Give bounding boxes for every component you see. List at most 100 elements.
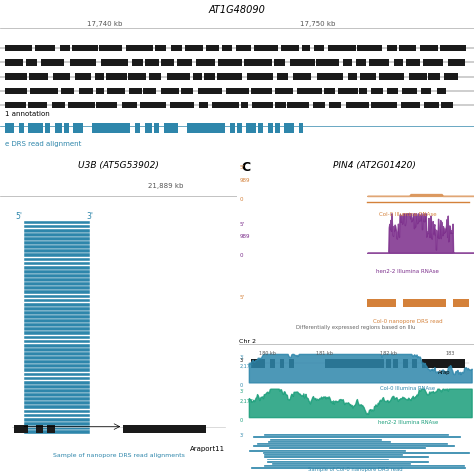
FancyBboxPatch shape	[92, 123, 130, 133]
FancyBboxPatch shape	[24, 319, 90, 323]
Text: 2,177: 2,177	[239, 364, 254, 369]
FancyBboxPatch shape	[24, 430, 90, 434]
FancyBboxPatch shape	[5, 73, 27, 80]
FancyBboxPatch shape	[394, 59, 403, 65]
FancyBboxPatch shape	[24, 278, 90, 282]
FancyBboxPatch shape	[24, 352, 90, 356]
FancyBboxPatch shape	[289, 359, 294, 368]
Text: 0: 0	[239, 418, 243, 423]
FancyBboxPatch shape	[393, 359, 398, 368]
FancyBboxPatch shape	[253, 445, 455, 447]
FancyBboxPatch shape	[35, 45, 55, 51]
FancyBboxPatch shape	[204, 73, 215, 80]
FancyBboxPatch shape	[301, 45, 310, 51]
FancyBboxPatch shape	[55, 123, 62, 133]
FancyBboxPatch shape	[346, 102, 369, 108]
FancyBboxPatch shape	[441, 102, 454, 108]
Text: PIN4 (AT2G01420): PIN4 (AT2G01420)	[333, 161, 416, 170]
FancyBboxPatch shape	[268, 123, 273, 133]
FancyBboxPatch shape	[264, 434, 449, 436]
FancyBboxPatch shape	[24, 249, 90, 253]
FancyBboxPatch shape	[212, 102, 239, 108]
FancyBboxPatch shape	[24, 291, 90, 294]
FancyBboxPatch shape	[24, 414, 90, 418]
FancyBboxPatch shape	[107, 88, 125, 94]
FancyBboxPatch shape	[140, 102, 166, 108]
Text: 989: 989	[239, 235, 250, 239]
FancyBboxPatch shape	[64, 123, 69, 133]
FancyBboxPatch shape	[29, 73, 48, 80]
Text: Differentially expressed regions based on Illu: Differentially expressed regions based o…	[296, 326, 415, 330]
FancyBboxPatch shape	[95, 73, 104, 80]
FancyBboxPatch shape	[277, 73, 288, 80]
FancyBboxPatch shape	[24, 270, 90, 273]
FancyBboxPatch shape	[53, 73, 70, 80]
FancyBboxPatch shape	[251, 467, 466, 469]
FancyBboxPatch shape	[399, 45, 416, 51]
FancyBboxPatch shape	[258, 123, 263, 133]
Text: 3': 3'	[239, 358, 244, 363]
Text: 3': 3'	[87, 212, 93, 221]
FancyBboxPatch shape	[24, 344, 90, 347]
FancyBboxPatch shape	[24, 328, 90, 331]
FancyBboxPatch shape	[218, 73, 242, 80]
FancyBboxPatch shape	[24, 331, 90, 335]
FancyBboxPatch shape	[24, 368, 90, 372]
Text: 989: 989	[239, 178, 250, 182]
FancyBboxPatch shape	[177, 59, 191, 65]
FancyBboxPatch shape	[421, 88, 431, 94]
FancyBboxPatch shape	[230, 123, 235, 133]
Text: e DRS read alignment: e DRS read alignment	[5, 141, 81, 147]
FancyBboxPatch shape	[96, 88, 104, 94]
FancyBboxPatch shape	[14, 425, 28, 433]
Text: 5': 5'	[239, 222, 245, 227]
FancyBboxPatch shape	[161, 88, 179, 94]
FancyBboxPatch shape	[356, 59, 366, 65]
FancyBboxPatch shape	[267, 461, 429, 463]
Text: 2,177: 2,177	[239, 399, 254, 404]
FancyBboxPatch shape	[24, 373, 90, 376]
FancyBboxPatch shape	[251, 88, 272, 94]
FancyBboxPatch shape	[24, 340, 90, 344]
FancyBboxPatch shape	[24, 225, 90, 228]
FancyBboxPatch shape	[241, 102, 248, 108]
Text: Col-0 nanopore DRS read: Col-0 nanopore DRS read	[373, 319, 442, 324]
FancyBboxPatch shape	[206, 45, 219, 51]
FancyBboxPatch shape	[284, 123, 294, 133]
FancyBboxPatch shape	[75, 73, 91, 80]
FancyBboxPatch shape	[197, 59, 215, 65]
FancyBboxPatch shape	[437, 88, 447, 94]
FancyBboxPatch shape	[257, 443, 448, 445]
FancyBboxPatch shape	[409, 73, 427, 80]
Text: AT1G48090: AT1G48090	[209, 5, 265, 15]
FancyBboxPatch shape	[24, 311, 90, 315]
FancyBboxPatch shape	[24, 323, 90, 327]
FancyBboxPatch shape	[26, 59, 37, 65]
FancyBboxPatch shape	[298, 88, 322, 94]
FancyBboxPatch shape	[45, 123, 50, 133]
FancyBboxPatch shape	[246, 123, 256, 133]
FancyBboxPatch shape	[369, 59, 389, 65]
FancyBboxPatch shape	[424, 102, 439, 108]
Text: 0: 0	[239, 254, 243, 258]
FancyBboxPatch shape	[100, 45, 121, 51]
FancyBboxPatch shape	[68, 102, 94, 108]
FancyBboxPatch shape	[338, 88, 358, 94]
FancyBboxPatch shape	[24, 233, 90, 237]
FancyBboxPatch shape	[170, 102, 194, 108]
FancyBboxPatch shape	[161, 59, 174, 65]
Text: U3B (AT5G53902): U3B (AT5G53902)	[78, 161, 159, 170]
FancyBboxPatch shape	[5, 45, 32, 51]
FancyBboxPatch shape	[24, 274, 90, 278]
Text: 21,889 kb: 21,889 kb	[148, 183, 183, 189]
FancyBboxPatch shape	[164, 123, 178, 133]
FancyBboxPatch shape	[359, 88, 367, 94]
Text: 0: 0	[239, 197, 243, 201]
FancyBboxPatch shape	[253, 437, 461, 438]
FancyBboxPatch shape	[448, 59, 465, 65]
Text: 5': 5'	[239, 165, 245, 170]
FancyBboxPatch shape	[24, 303, 90, 307]
FancyBboxPatch shape	[403, 359, 408, 368]
FancyBboxPatch shape	[274, 59, 285, 65]
FancyBboxPatch shape	[268, 441, 391, 443]
